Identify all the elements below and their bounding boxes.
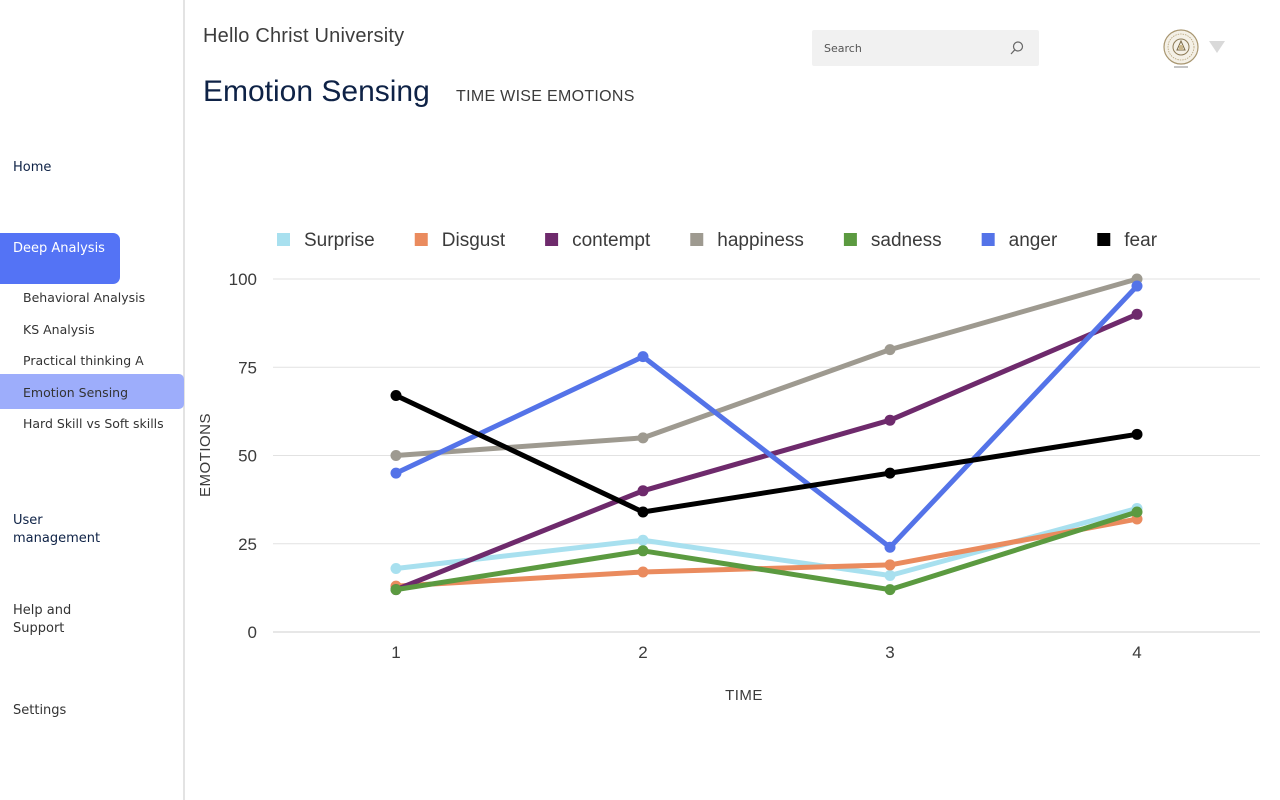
data-point-sadness bbox=[1131, 506, 1143, 518]
search-icon[interactable] bbox=[1009, 40, 1025, 56]
data-point-contempt bbox=[637, 485, 649, 497]
legend-label-fear: fear bbox=[1124, 230, 1157, 251]
data-point-fear bbox=[637, 506, 649, 518]
sidebar-item-deep-analysis[interactable]: Deep Analysis bbox=[0, 233, 120, 284]
data-point-fear bbox=[884, 467, 896, 479]
legend-swatch-happiness bbox=[690, 233, 704, 246]
profile-dropdown-chevron-icon[interactable] bbox=[1209, 41, 1225, 53]
sidebar-item-settings[interactable]: Settings bbox=[13, 703, 67, 718]
greeting-text: Hello Christ University bbox=[203, 25, 405, 47]
y-tick-label: 100 bbox=[229, 270, 257, 289]
search-input[interactable] bbox=[824, 39, 1004, 57]
data-point-sadness bbox=[390, 584, 402, 596]
legend-label-contempt: contempt bbox=[572, 230, 651, 251]
sidebar-subitem-emotion-sensing[interactable]: Emotion Sensing bbox=[23, 385, 129, 400]
legend-swatch-disgust bbox=[414, 233, 428, 246]
x-axis-label: TIME bbox=[725, 687, 763, 704]
y-axis-label: EMOTIONS bbox=[197, 413, 214, 497]
legend-label-disgust: Disgust bbox=[442, 230, 506, 251]
data-point-fear bbox=[390, 389, 402, 401]
series-line-anger bbox=[393, 283, 1140, 550]
sidebar-subitem-hard-vs-soft-skills[interactable]: Hard Skill vs Soft skills bbox=[23, 416, 164, 431]
data-point-surprise bbox=[637, 534, 649, 546]
sidebar-subitem-behavioral-analysis[interactable]: Behavioral Analysis bbox=[23, 290, 146, 305]
data-point-contempt bbox=[884, 414, 896, 426]
legend-swatch-fear bbox=[1097, 233, 1111, 246]
university-logo-avatar[interactable] bbox=[1162, 28, 1200, 70]
sidebar-active-highlight bbox=[0, 374, 184, 409]
legend-swatch-contempt bbox=[545, 233, 559, 246]
legend-swatch-sadness bbox=[843, 233, 857, 246]
sidebar-subitem-practical-thinking[interactable]: Practical thinking A bbox=[23, 353, 144, 368]
sidebar-item-home[interactable]: Home bbox=[13, 160, 52, 175]
series-line-fear bbox=[393, 392, 1140, 515]
sidebar: Home Deep Analysis Behavioral Analysis K… bbox=[0, 0, 185, 800]
legend-label-sadness: sadness bbox=[871, 230, 942, 251]
data-point-sadness bbox=[884, 584, 896, 596]
page-subtitle: TIME WISE EMOTIONS bbox=[456, 88, 635, 105]
data-point-anger bbox=[884, 541, 896, 553]
x-tick-label: 3 bbox=[885, 643, 894, 662]
y-tick-label: 50 bbox=[238, 447, 257, 466]
x-tick-label: 4 bbox=[1132, 643, 1141, 662]
data-point-disgust bbox=[637, 566, 649, 578]
sidebar-item-help-support[interactable]: Help and Support bbox=[13, 603, 72, 636]
x-tick-label: 1 bbox=[391, 643, 400, 662]
y-tick-label: 25 bbox=[238, 535, 257, 554]
y-tick-label: 75 bbox=[238, 358, 257, 377]
legend-swatch-surprise bbox=[277, 233, 290, 246]
data-point-anger bbox=[390, 467, 402, 479]
data-point-happiness bbox=[390, 450, 402, 461]
x-tick-label: 2 bbox=[638, 643, 647, 662]
search-box bbox=[812, 30, 1039, 66]
page-title: Emotion Sensing bbox=[203, 75, 430, 108]
legend-swatch-anger bbox=[981, 233, 995, 246]
y-tick-label: 0 bbox=[248, 623, 257, 642]
data-point-anger bbox=[637, 351, 649, 363]
legend-label-surprise: Surprise bbox=[304, 230, 375, 251]
series-line-disgust bbox=[393, 516, 1140, 589]
emotion-line-chart: 0 25 50 75 100 1 2 3 4 TIME EMOTIONS Surprise Disgus… bbox=[190, 220, 1270, 720]
data-point-happiness bbox=[884, 344, 896, 356]
legend-label-happiness: happiness bbox=[717, 230, 804, 251]
data-point-anger bbox=[1131, 280, 1143, 292]
chart-svg: 0 25 50 75 100 1 2 3 4 TIME EMOTIONS Surprise Disgus… bbox=[197, 230, 1260, 704]
data-point-sadness bbox=[637, 545, 649, 557]
data-point-disgust bbox=[884, 559, 896, 571]
legend-label-anger: anger bbox=[1009, 230, 1058, 251]
sidebar-subitem-ks-analysis[interactable]: KS Analysis bbox=[23, 322, 95, 337]
data-point-fear bbox=[1131, 428, 1143, 440]
data-point-contempt bbox=[1131, 308, 1143, 320]
data-point-surprise bbox=[884, 570, 896, 582]
series-line-sadness bbox=[393, 509, 1140, 593]
series-line-contempt bbox=[393, 311, 1140, 593]
sidebar-item-user-management[interactable]: User management bbox=[13, 513, 101, 546]
series-line-happiness bbox=[393, 276, 1140, 458]
data-point-happiness bbox=[637, 432, 649, 444]
data-point-surprise bbox=[390, 562, 402, 574]
